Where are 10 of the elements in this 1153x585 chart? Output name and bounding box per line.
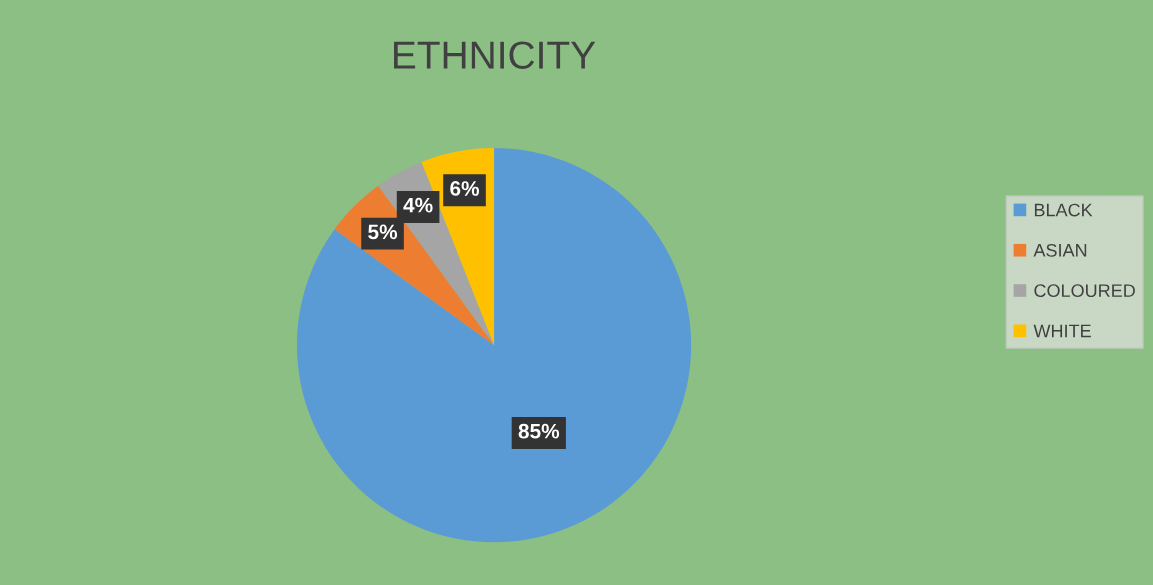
pie-slice (296, 148, 692, 543)
legend-label: COLOURED (1034, 284, 1135, 298)
data-label: 4% (403, 197, 433, 213)
legend-label: WHITE (1033, 324, 1091, 338)
legend-label: ASIAN (1033, 243, 1087, 257)
data-label: 5% (368, 224, 398, 240)
data-label: 85% (518, 423, 560, 439)
chart-title: ETHNICITY (394, 41, 596, 69)
legend-label: BLACK (1034, 203, 1093, 217)
data-label: 6% (450, 181, 480, 196)
